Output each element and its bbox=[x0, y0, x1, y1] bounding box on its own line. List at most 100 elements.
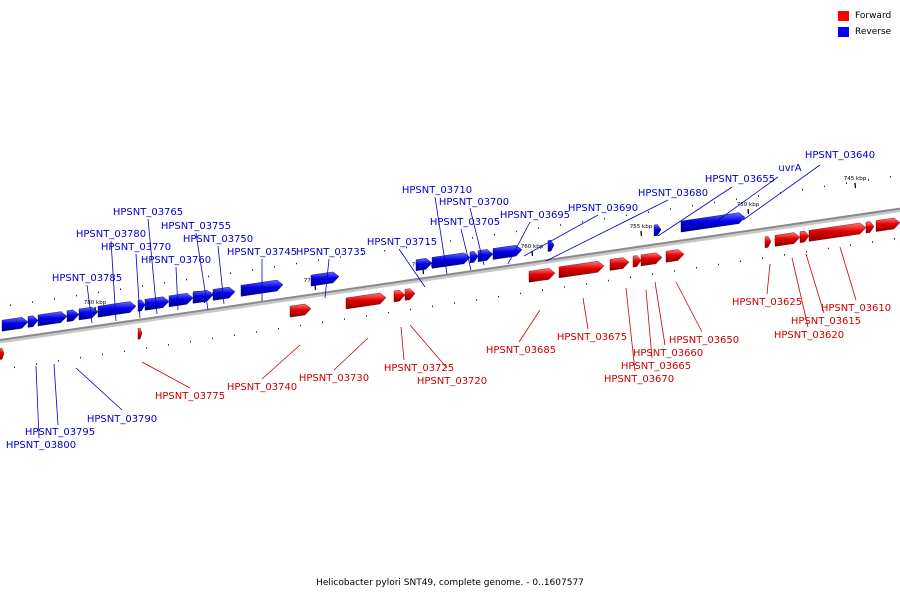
minor-tick bbox=[208, 275, 209, 278]
reverse-leader-line bbox=[175, 266, 179, 311]
minor-tick bbox=[564, 286, 565, 288]
reverse-gene-label: HPSNT_03785 bbox=[52, 273, 122, 284]
minor-tick bbox=[432, 305, 433, 308]
genome-axis-shadow bbox=[0, 208, 900, 344]
minor-tick bbox=[256, 331, 257, 333]
forward-gene-arrow bbox=[0, 347, 5, 360]
forward-leader-line bbox=[261, 344, 301, 380]
minor-tick bbox=[168, 344, 169, 346]
minor-tick bbox=[58, 360, 59, 362]
forward-swatch bbox=[838, 11, 849, 21]
ruler-tick bbox=[640, 230, 643, 237]
minor-tick bbox=[494, 233, 495, 236]
reverse-gene-arrow bbox=[310, 271, 340, 287]
reverse-leader-line bbox=[398, 248, 426, 288]
minor-tick bbox=[542, 289, 543, 291]
reverse-gene-label: HPSNT_03655 bbox=[705, 174, 775, 185]
minor-tick bbox=[120, 288, 121, 290]
minor-tick bbox=[388, 311, 389, 314]
minor-tick bbox=[520, 292, 521, 295]
legend-item-reverse: Reverse bbox=[838, 25, 891, 39]
reverse-gene-label: HPSNT_03640 bbox=[805, 150, 875, 161]
minor-tick bbox=[648, 211, 649, 213]
forward-gene-arrow bbox=[289, 303, 312, 318]
minor-tick bbox=[868, 179, 869, 181]
forward-leader-line bbox=[791, 257, 809, 328]
reverse-leader-line bbox=[742, 164, 821, 221]
reverse-leader-line bbox=[53, 363, 59, 426]
reverse-gene-arrow bbox=[97, 301, 137, 318]
minor-tick bbox=[476, 299, 477, 301]
minor-tick bbox=[124, 350, 125, 352]
minor-tick bbox=[538, 227, 539, 229]
forward-gene-arrow bbox=[609, 257, 630, 271]
minor-tick bbox=[692, 204, 693, 207]
minor-tick bbox=[10, 304, 11, 307]
reverse-gene-label: HPSNT_03690 bbox=[568, 203, 638, 214]
reverse-swatch bbox=[838, 27, 849, 37]
minor-tick bbox=[758, 195, 759, 197]
forward-gene-arrow bbox=[393, 289, 406, 303]
minor-tick bbox=[604, 217, 605, 220]
minor-tick bbox=[54, 298, 55, 300]
legend: Forward Reverse bbox=[838, 9, 891, 41]
minor-tick bbox=[32, 301, 33, 303]
forward-gene-label: HPSNT_03775 bbox=[155, 391, 225, 402]
forward-gene-arrow bbox=[528, 268, 556, 283]
forward-gene-label: HPSNT_03615 bbox=[791, 316, 861, 327]
reverse-gene-label: HPSNT_03800 bbox=[6, 440, 76, 451]
forward-gene-arrow bbox=[875, 217, 900, 232]
reverse-gene-label: uvrA bbox=[778, 163, 801, 174]
reverse-leader-line bbox=[523, 214, 599, 257]
minor-tick bbox=[14, 366, 15, 369]
forward-leader-line bbox=[409, 324, 448, 369]
forward-gene-arrow bbox=[774, 232, 801, 247]
reverse-gene-label: HPSNT_03705 bbox=[430, 217, 500, 228]
forward-gene-label: HPSNT_03725 bbox=[384, 363, 454, 374]
forward-gene-arrow bbox=[799, 230, 810, 243]
forward-leader-line bbox=[141, 361, 191, 389]
reverse-gene-label: HPSNT_03790 bbox=[87, 414, 157, 425]
reverse-leader-line bbox=[86, 284, 93, 324]
reverse-leader-line bbox=[195, 232, 209, 311]
reverse-gene-arrow bbox=[653, 224, 662, 237]
legend-item-forward: Forward bbox=[838, 9, 891, 23]
forward-leader-line bbox=[839, 246, 857, 301]
minor-tick bbox=[630, 276, 631, 279]
reverse-leader-line bbox=[147, 218, 158, 315]
reverse-leader-line bbox=[460, 228, 472, 271]
forward-gene-label: HPSNT_03665 bbox=[621, 361, 691, 372]
forward-leader-line bbox=[400, 326, 405, 361]
minor-tick bbox=[626, 214, 627, 217]
minor-tick bbox=[410, 308, 411, 311]
reverse-leader-line bbox=[135, 253, 141, 319]
forward-gene-arrow bbox=[137, 327, 143, 340]
forward-leader-line bbox=[766, 263, 771, 295]
reverse-leader-line bbox=[217, 245, 225, 305]
reverse-gene-label: HPSNT_03770 bbox=[101, 242, 171, 253]
forward-gene-arrow bbox=[632, 255, 642, 268]
minor-tick bbox=[714, 201, 715, 204]
minor-tick bbox=[212, 337, 213, 340]
minor-tick bbox=[560, 224, 561, 226]
reverse-gene-label: HPSNT_03715 bbox=[367, 237, 437, 248]
forward-gene-label: HPSNT_03740 bbox=[227, 382, 297, 393]
ruler-label: 750 kbp bbox=[737, 202, 760, 208]
reverse-gene-arrow bbox=[680, 212, 746, 233]
minor-tick bbox=[736, 198, 737, 201]
reverse-gene-arrow bbox=[547, 239, 555, 252]
forward-leader-line bbox=[805, 253, 825, 314]
ruler-tick bbox=[747, 208, 750, 215]
reverse-gene-label: HPSNT_03765 bbox=[113, 207, 183, 218]
minor-tick bbox=[450, 240, 451, 242]
minor-tick bbox=[76, 294, 77, 297]
forward-gene-arrow bbox=[808, 222, 867, 242]
minor-tick bbox=[362, 253, 363, 255]
minor-tick bbox=[344, 318, 345, 320]
forward-leader-line bbox=[675, 281, 703, 333]
genome-caption: Helicobacter pylori SNT49, complete geno… bbox=[316, 578, 584, 588]
minor-tick bbox=[670, 208, 671, 210]
ruler-label: 760 kbp bbox=[521, 244, 544, 250]
reverse-gene-arrow bbox=[1, 317, 29, 332]
ruler-label: 755 kbp bbox=[630, 224, 653, 230]
